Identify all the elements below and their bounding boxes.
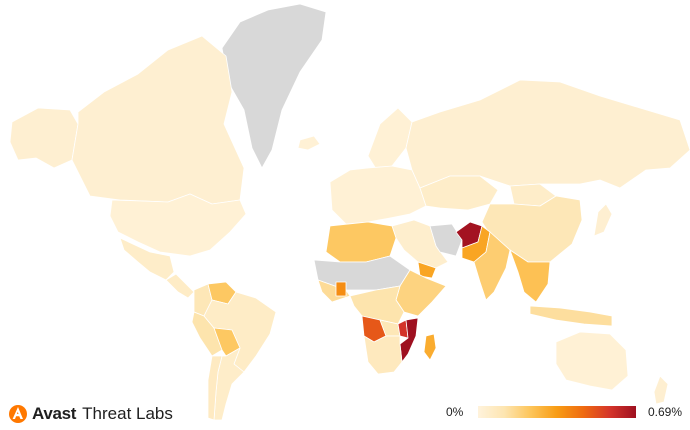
region-southeast-asia: [509, 249, 551, 303]
legend-gradient-bar: [478, 406, 636, 418]
region-australia: [555, 331, 629, 391]
color-legend: 0% 0.69%: [446, 403, 682, 423]
region-congo: [349, 285, 405, 325]
region-new-zealand: [653, 375, 669, 405]
brand-subtitle: Threat Labs: [82, 404, 173, 423]
region-alaska: [9, 107, 79, 169]
region-north-africa: [325, 221, 397, 263]
region-india: [473, 231, 511, 301]
region-canada: [71, 35, 245, 205]
region-middle-east: [391, 219, 449, 269]
region-japan: [593, 203, 613, 237]
avast-logo-icon: [9, 405, 27, 423]
region-iceland: [297, 135, 321, 151]
region-russia: [405, 79, 690, 189]
brand-name: Avast: [32, 404, 77, 423]
region-scandinavia: [367, 107, 413, 173]
brand-logo-group: Avast Threat Labs: [8, 403, 173, 425]
region-greenland: [221, 3, 327, 169]
region-southern-africa: [363, 335, 403, 375]
region-europe: [329, 165, 427, 225]
region-madagascar: [423, 333, 437, 361]
region-usa: [109, 193, 247, 257]
legend-max-label: 0.69%: [647, 405, 682, 419]
region-chile: [207, 355, 223, 421]
region-central-america: [165, 273, 195, 299]
region-iran: [429, 223, 463, 257]
region-indonesia: [529, 305, 613, 327]
region-ghana: [335, 281, 347, 297]
legend-min-label: 0%: [446, 405, 464, 419]
region-yemen: [417, 261, 437, 279]
region-mozambique: [399, 317, 419, 363]
